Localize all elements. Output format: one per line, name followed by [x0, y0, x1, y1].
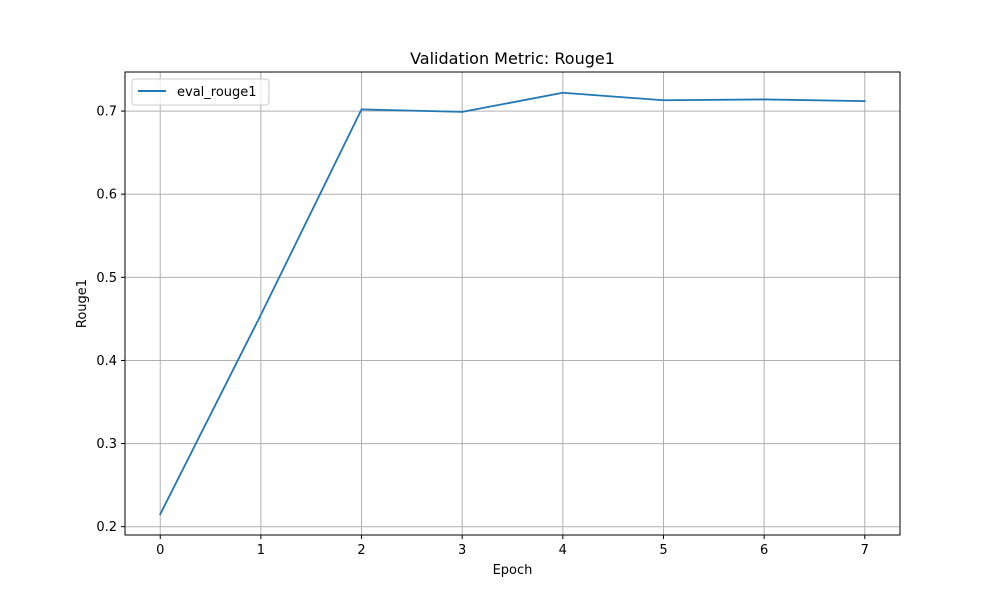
y-tick-label: 0.4 — [96, 354, 117, 369]
legend-label-eval-rouge1: eval_rouge1 — [177, 85, 257, 100]
x-tick-label: 5 — [659, 543, 667, 558]
grid — [125, 72, 900, 535]
x-tick-label: 1 — [257, 543, 265, 558]
y-tick-label: 0.6 — [96, 188, 117, 203]
x-axis-label: Epoch — [493, 563, 533, 578]
chart-title: Validation Metric: Rouge1 — [410, 49, 615, 68]
y-tick-label: 0.3 — [96, 437, 117, 452]
y-axis-ticks: 0.2 0.3 0.4 0.5 0.6 0.7 — [96, 105, 125, 535]
x-tick-label: 2 — [357, 543, 365, 558]
x-axis-ticks: 0 1 2 3 4 5 6 7 — [156, 535, 869, 558]
x-tick-label: 3 — [458, 543, 466, 558]
legend: eval_rouge1 — [131, 78, 270, 106]
plot-frame — [124, 71, 901, 536]
x-tick-label: 0 — [156, 543, 164, 558]
legend-box — [131, 78, 270, 106]
y-tick-label: 0.5 — [96, 271, 117, 286]
series-layer — [159, 91, 866, 516]
x-tick-label: 7 — [861, 543, 869, 558]
x-tick-label: 4 — [559, 543, 567, 558]
y-tick-label: 0.2 — [96, 520, 117, 535]
y-axis-label: Rouge1 — [75, 279, 90, 328]
x-tick-label: 6 — [760, 543, 768, 558]
y-tick-label: 0.7 — [96, 105, 117, 120]
series-line-eval-rouge1 — [159, 91, 866, 516]
